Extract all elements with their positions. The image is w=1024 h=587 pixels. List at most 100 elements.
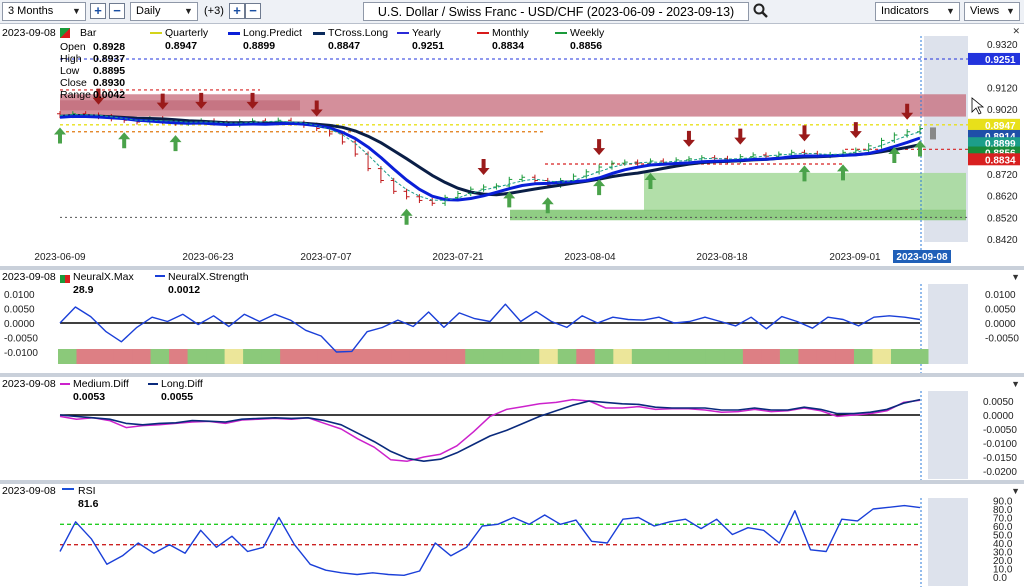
legend-name: NeuralX.Max: [73, 271, 134, 283]
zoom-out-button[interactable]: −: [109, 3, 125, 19]
panel-close-icon[interactable]: ✕: [1012, 26, 1020, 36]
buy-signal-arrow: [400, 208, 413, 225]
strength-segment: [631, 349, 651, 364]
strength-segment: [76, 349, 96, 364]
legend-swatch: [60, 383, 70, 385]
indicators-button[interactable]: Indicators ▼: [875, 2, 960, 21]
ohlc-value: 0.0042: [93, 89, 126, 101]
strength-segment: [594, 349, 614, 364]
rsi-value: 81.6: [78, 498, 99, 510]
long-predict-line: [59, 114, 921, 202]
rsi-panel[interactable]: 90.0 80.0 70.0 60.0 50.0 40.0 30.0 20.0 10.0 0.0 …: [0, 484, 1024, 587]
price-axis-tick: 0.9320: [987, 40, 1018, 51]
neuralx-panel[interactable]: 0.0100 0.0050 0.0000 -0.0050 -0.0100 0.0100 0.…: [0, 270, 1024, 373]
price-axis-tick: 0.9020: [987, 105, 1018, 116]
strength-segment: [779, 349, 799, 364]
legend-name: Long.Diff: [161, 378, 203, 390]
legend-swatch: [60, 275, 70, 283]
ohlc-value: 0.8928: [93, 41, 126, 53]
panel-date: 2023-09-08: [2, 27, 56, 39]
neuralx-strength-line: [59, 303, 921, 353]
neuralx-chart[interactable]: 0.0100 0.0050 0.0000 -0.0050 -0.0100 0.0100 0.…: [0, 270, 1024, 373]
axis-background: [970, 270, 1024, 373]
diff-axis-tick: -0.0050: [983, 425, 1017, 436]
ohlc-key: High: [60, 53, 82, 65]
sell-signal-arrow: [901, 103, 914, 120]
chevron-down-icon[interactable]: ▼: [1011, 486, 1020, 496]
diff-chart[interactable]: 0.0050 0.0000 -0.0050 -0.0100 -0.0150 -0.0200: [0, 377, 1024, 480]
chevron-down-icon[interactable]: ▼: [1011, 272, 1020, 282]
weekly-line: [59, 114, 921, 201]
neuralx-axis-tick: 0.0000: [985, 319, 1016, 330]
rsi-label: RSI: [78, 485, 96, 497]
strength-segment: [113, 349, 133, 364]
buy-signal-arrow: [888, 147, 901, 163]
chevron-down-icon: ▼: [946, 6, 955, 16]
strength-segment: [224, 349, 244, 364]
strength-segment: [298, 349, 318, 364]
date-axis-tick: 2023-06-23: [182, 252, 234, 263]
zoom-in-button[interactable]: +: [90, 3, 106, 19]
symbol-title[interactable]: U.S. Dollar / Swiss Franc - USD/CHF (202…: [363, 2, 749, 21]
strength-segment: [132, 349, 152, 364]
strength-segment: [705, 349, 725, 364]
panel-date: 2023-09-08: [2, 271, 56, 283]
neuralx-axis-tick: 0.0000: [4, 319, 35, 330]
price-axis-tick: 0.8520: [987, 213, 1018, 224]
price-panel[interactable]: 0.9320 0.9120 0.9020 0.8720 0.8620 0.8520 0.84…: [0, 24, 1024, 266]
price-tag: [968, 153, 1020, 166]
ohlc-key: Low: [60, 65, 80, 77]
chevron-down-icon: ▼: [1006, 6, 1015, 16]
current-date-label: 2023-09-08: [896, 252, 948, 263]
strength-segment: [613, 349, 633, 364]
strength-segment: [483, 349, 503, 364]
legend-value: 0.0053: [73, 391, 106, 403]
add-period-button[interactable]: +: [229, 3, 245, 19]
buy-signal-arrow: [503, 191, 516, 208]
diff-axis-tick: -0.0200: [983, 467, 1017, 478]
strength-segment: [816, 349, 836, 364]
search-icon[interactable]: [752, 2, 770, 20]
sell-signal-arrow: [682, 130, 695, 147]
extra-count: (+3): [204, 5, 224, 17]
price-tag: [968, 118, 1020, 131]
strength-segment: [317, 349, 337, 364]
panel-divider[interactable]: [0, 480, 1024, 484]
strength-segment: [335, 349, 355, 364]
sell-signal-arrow: [798, 125, 811, 142]
remove-period-button[interactable]: −: [245, 3, 261, 19]
neuralx-axis-tick: 0.0050: [4, 305, 35, 316]
legend-value: 0.8856: [570, 40, 603, 52]
views-button[interactable]: Views ▼: [964, 2, 1020, 21]
diff-axis-tick: 0.0050: [983, 397, 1014, 408]
support-zone-lower: [510, 209, 966, 221]
price-tag-label: 0.8899: [985, 139, 1016, 150]
rsi-chart[interactable]: 90.080.070.060.050.040.030.020.010.00.0: [0, 484, 1024, 587]
strength-segment: [872, 349, 892, 364]
strength-segment: [853, 349, 873, 364]
legend-name: Medium.Diff: [73, 378, 129, 390]
panel-divider[interactable]: [0, 266, 1024, 270]
diff-axis-tick: 0.0000: [983, 411, 1014, 422]
interval-select[interactable]: Daily ▼: [130, 2, 198, 21]
strength-segment: [724, 349, 744, 364]
resistance-zone-inner: [60, 100, 300, 111]
legend-name: Long.Predict: [243, 27, 302, 39]
buy-signal-arrow: [54, 127, 66, 144]
mouse-cursor-icon: [971, 97, 985, 115]
chevron-down-icon[interactable]: ▼: [1011, 379, 1020, 389]
price-chart[interactable]: 0.9320 0.9120 0.9020 0.8720 0.8620 0.8520 0.84…: [0, 24, 1024, 266]
strength-segment: [761, 349, 781, 364]
legend-swatch: [148, 383, 158, 385]
legend-value: 28.9: [73, 284, 94, 296]
diff-panel[interactable]: 0.0050 0.0000 -0.0050 -0.0100 -0.0150 -0.0200…: [0, 377, 1024, 480]
rsi-axis-tick: 10.0: [993, 565, 1013, 576]
legend-swatch: [150, 32, 162, 34]
strength-segment: [280, 349, 300, 364]
chevron-down-icon: ▼: [72, 6, 81, 16]
panel-divider[interactable]: [0, 373, 1024, 377]
period-select[interactable]: 3 Months ▼: [2, 2, 86, 21]
date-axis-tick: 2023-07-07: [300, 252, 352, 263]
sell-signal-arrow: [477, 159, 490, 175]
strength-segment: [742, 349, 762, 364]
